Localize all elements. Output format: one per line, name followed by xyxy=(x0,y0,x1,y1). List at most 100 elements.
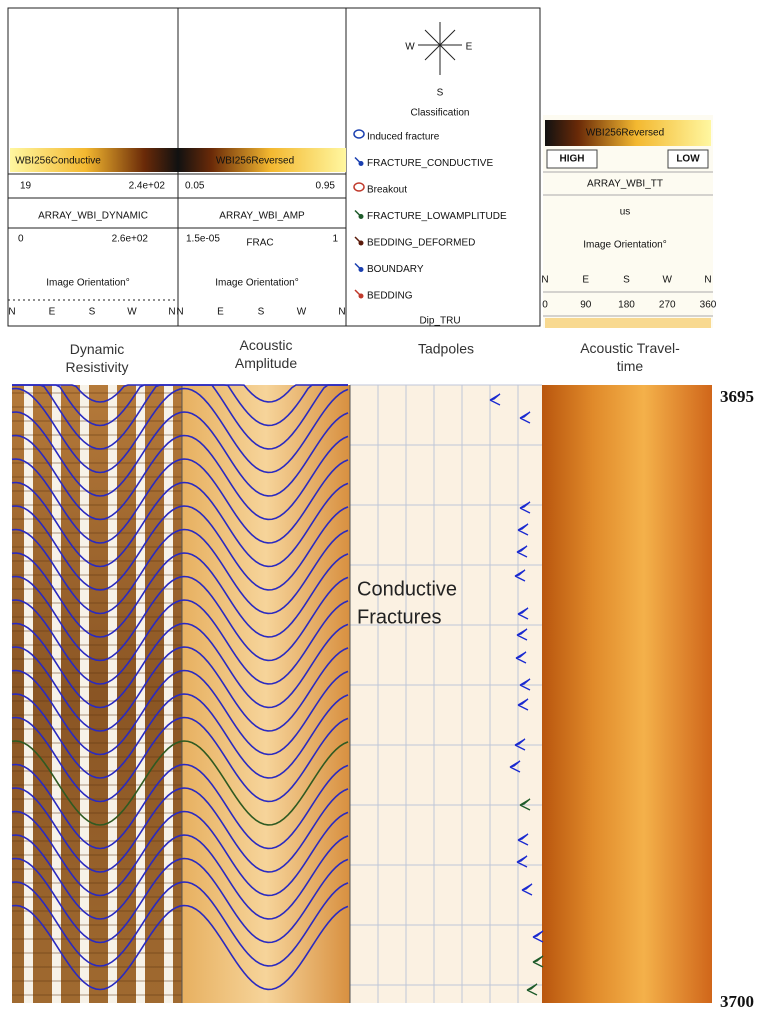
texture xyxy=(12,686,182,688)
curve-name: ARRAY_WBI_DYNAMIC xyxy=(38,211,148,222)
range-max: 2.6e+02 xyxy=(112,234,149,245)
legend-label: BEDDING_DEFORMED xyxy=(367,238,475,249)
tadpole-track xyxy=(350,385,542,1003)
texture xyxy=(12,434,182,436)
tadpole xyxy=(517,523,529,536)
texture xyxy=(12,980,182,982)
compass-label: E xyxy=(466,42,473,53)
range-max: 1 xyxy=(332,234,338,245)
tadpole xyxy=(517,607,529,620)
scale-max: 0.95 xyxy=(316,181,336,192)
texture xyxy=(12,658,182,660)
track-title: Dynamic Resistivity xyxy=(65,341,128,375)
sinusoid xyxy=(11,857,349,944)
direction-label: S xyxy=(623,275,630,286)
scale-min: 0.05 xyxy=(185,181,205,192)
texture xyxy=(12,812,182,814)
compass xyxy=(418,22,462,75)
compass-label: W xyxy=(405,42,415,53)
angle-label: 180 xyxy=(618,300,635,311)
legend-label: BOUNDARY xyxy=(367,264,424,275)
scale-max: 2.4e+02 xyxy=(129,181,166,192)
curve-name: ARRAY_WBI_TT xyxy=(587,179,663,190)
legend-label: FRACTURE_CONDUCTIVE xyxy=(367,158,493,169)
direction-label: E xyxy=(582,275,589,286)
track-title-line: Acoustic Travel- xyxy=(580,340,680,356)
texture xyxy=(12,714,182,716)
track-title: Acoustic Amplitude xyxy=(235,337,297,371)
tadpole xyxy=(519,411,531,424)
texture xyxy=(12,476,182,478)
sinusoid xyxy=(11,834,349,920)
legend-label: FRACTURE_LOWAMPLITUDE xyxy=(367,211,507,222)
texture xyxy=(12,854,182,856)
texture xyxy=(12,574,182,576)
sinusoid xyxy=(11,528,349,615)
track-title-line: Acoustic xyxy=(240,337,293,353)
sinusoid xyxy=(11,693,349,779)
high-label: HIGH xyxy=(560,154,585,165)
texture xyxy=(12,630,182,632)
amplitude-image xyxy=(182,385,350,1003)
texture xyxy=(12,840,182,842)
sinusoid xyxy=(11,669,349,756)
legend-symbol xyxy=(358,240,364,246)
range-min: 1.5e-05 xyxy=(186,234,220,245)
sinusoid xyxy=(11,458,349,544)
pad-gap xyxy=(24,385,33,1003)
texture xyxy=(12,952,182,954)
tadpole xyxy=(514,569,526,582)
legend-label: BEDDING xyxy=(367,291,413,302)
direction-label: W xyxy=(297,307,307,318)
legend-symbol xyxy=(358,214,364,219)
scale-min: 19 xyxy=(20,181,32,192)
texture xyxy=(12,826,182,828)
sinusoid xyxy=(11,763,349,850)
legend-symbol xyxy=(358,161,364,166)
sinusoid xyxy=(11,904,349,991)
orientation-label: Image Orientation° xyxy=(583,240,667,251)
texture xyxy=(12,602,182,604)
texture xyxy=(12,532,182,534)
texture xyxy=(12,406,182,408)
sinusoid xyxy=(11,411,349,497)
direction-label: S xyxy=(258,307,265,318)
tadpole xyxy=(526,983,538,996)
direction-label: W xyxy=(127,307,137,318)
orientation-label: Image Orientation° xyxy=(215,278,299,289)
range-unit: FRAC xyxy=(246,238,273,249)
tadpole xyxy=(521,883,533,896)
sinusoid xyxy=(11,740,349,826)
angle-label: 360 xyxy=(700,300,717,311)
texture xyxy=(12,546,182,548)
sinusoid xyxy=(11,622,349,709)
track-title-line: Resistivity xyxy=(65,359,128,375)
tadpole xyxy=(514,738,526,751)
texture xyxy=(12,784,182,786)
texture xyxy=(12,672,182,674)
sinusoid xyxy=(11,387,349,474)
legend-symbol xyxy=(358,267,364,272)
sinusoid xyxy=(11,810,349,897)
texture xyxy=(12,644,182,646)
track-title-line: Amplitude xyxy=(235,355,297,371)
legend-title: Classification xyxy=(411,108,470,119)
tadpole xyxy=(517,698,529,711)
texture xyxy=(12,560,182,562)
sinusoid xyxy=(11,599,349,685)
texture xyxy=(12,490,182,492)
texture xyxy=(12,896,182,898)
tadpole xyxy=(517,833,529,846)
sinusoid xyxy=(11,481,349,568)
track-title-line: Dynamic xyxy=(70,341,124,357)
direction-label: E xyxy=(49,307,56,318)
scale-name: WBI256Reversed xyxy=(216,156,294,167)
annotation: Conductive xyxy=(357,578,457,600)
texture xyxy=(12,994,182,996)
texture xyxy=(12,700,182,702)
texture xyxy=(12,798,182,800)
travel-time-header xyxy=(543,115,713,328)
legend-symbol xyxy=(353,182,365,192)
curve-name: ARRAY_WBI_AMP xyxy=(219,211,305,222)
legend-symbol xyxy=(353,129,365,139)
